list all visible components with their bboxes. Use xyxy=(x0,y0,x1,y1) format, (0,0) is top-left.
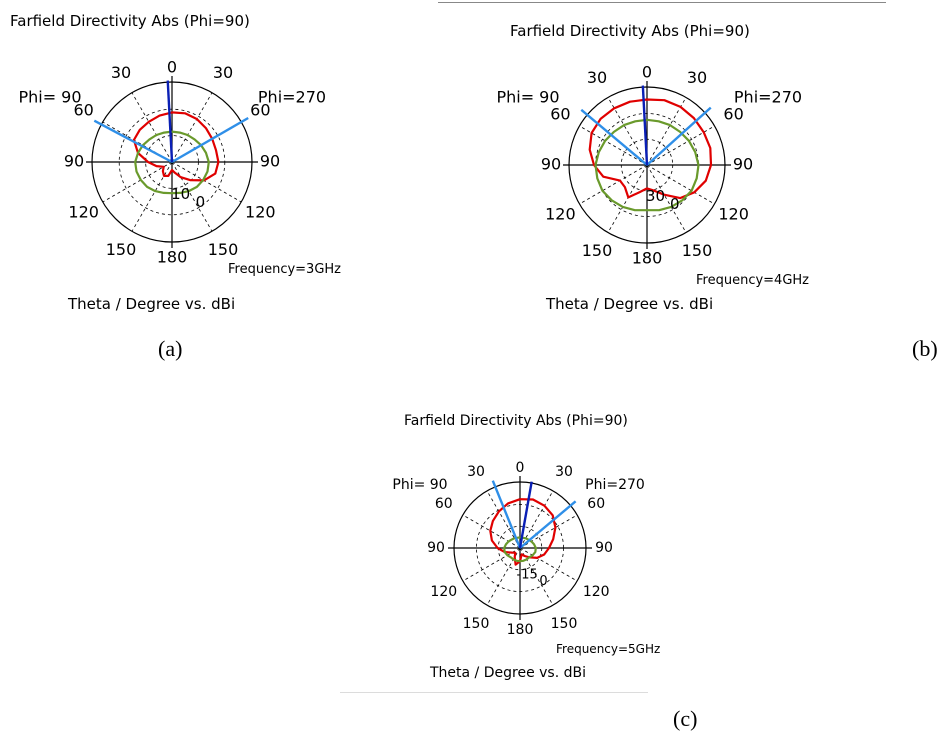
angle-label-right: 30 xyxy=(555,464,573,480)
plot-title-a: Farfield Directivity Abs (Phi=90) xyxy=(10,12,250,30)
beamwidth-line xyxy=(519,500,577,549)
series-curve-0 xyxy=(588,98,713,200)
angle-label-right: 150 xyxy=(551,616,578,632)
angle-label-right: 90 xyxy=(260,152,280,171)
bottom-rule xyxy=(340,692,648,693)
angle-label-right: 120 xyxy=(718,205,749,224)
polar-grid-spoke xyxy=(646,164,687,233)
radial-tick-label: -15 xyxy=(517,567,538,582)
frequency-label-c: Frequency=5GHz xyxy=(556,642,661,656)
beamwidth-line xyxy=(646,106,712,166)
polar-plot-a: 30 60 90 120 150 30 60 90 120 150 0 180 Phi= 90 Phi=2… xyxy=(18,58,326,267)
plot-title-b: Farfield Directivity Abs (Phi=90) xyxy=(510,22,750,40)
polar-grid-spoke xyxy=(131,161,173,232)
phi-left-label: Phi= 90 xyxy=(496,88,559,107)
angle-label-right: 60 xyxy=(723,105,743,124)
angle-label-right: 60 xyxy=(587,496,605,512)
top-rule xyxy=(438,2,886,3)
phi-right-label: Phi=270 xyxy=(734,88,802,107)
x-axis-label-b: Theta / Degree vs. dBi xyxy=(546,295,714,313)
angle-label-right: 90 xyxy=(595,540,613,556)
plot-title-c: Farfield Directivity Abs (Phi=90) xyxy=(404,413,628,429)
radial-tick-label: 0 xyxy=(670,195,680,213)
radial-tick-label: 0 xyxy=(196,193,206,211)
radial-tick-label: 10 xyxy=(171,185,190,203)
angle-label-bottom: 180 xyxy=(157,248,188,267)
angle-label-left: 150 xyxy=(106,240,137,259)
angle-label-left: 60 xyxy=(73,101,93,120)
main-lobe-line xyxy=(166,80,174,163)
caption-b: (b) xyxy=(912,336,938,361)
x-axis-label-c: Theta / Degree vs. dBi xyxy=(430,665,586,681)
caption-c: (c) xyxy=(673,706,698,731)
beamwidth-line xyxy=(171,116,249,164)
angle-label-right: 60 xyxy=(250,101,270,120)
angle-label-left: 150 xyxy=(463,616,490,632)
angle-label-left: 120 xyxy=(430,584,457,600)
x-axis-label-a: Theta / Degree vs. dBi xyxy=(68,295,236,313)
angle-label-left: 30 xyxy=(467,464,485,480)
angle-label-left: 150 xyxy=(582,241,613,260)
angle-label-right: 120 xyxy=(245,203,276,222)
polar-grid-spoke xyxy=(519,514,578,549)
polar-grid-spoke xyxy=(102,161,173,203)
angle-label-right: 30 xyxy=(687,68,707,87)
polar-plot-b: 30 60 90 120 150 30 60 90 120 150 0 180 Phi= 90 Phi=2… xyxy=(496,63,802,268)
polar-grid-spoke xyxy=(171,161,242,203)
angle-label-top: 0 xyxy=(167,58,177,77)
polar-grid-spoke xyxy=(607,97,648,166)
frequency-label-b: Frequency=4GHz xyxy=(696,273,809,288)
polar-plot-c: 30 60 90 120 150 30 60 90 120 150 0 180 Phi= 90 Phi=2… xyxy=(392,460,645,638)
angle-label-right: 150 xyxy=(682,241,713,260)
polar-grid-spoke xyxy=(579,125,648,166)
angle-label-bottom: 180 xyxy=(507,622,534,638)
angle-label-left: 120 xyxy=(68,203,99,222)
series-curve-1 xyxy=(503,536,537,563)
polar-grid-spoke xyxy=(607,164,648,233)
phi-right-label: Phi=270 xyxy=(258,88,326,107)
phi-right-label: Phi=270 xyxy=(585,477,645,493)
angle-label-left: 90 xyxy=(541,155,561,174)
angle-label-top: 0 xyxy=(516,460,525,476)
caption-a: (a) xyxy=(158,336,183,361)
angle-label-left: 120 xyxy=(545,205,576,224)
series-curve-1 xyxy=(594,118,700,212)
polar-grid-spoke xyxy=(462,547,521,582)
polar-grid-spoke xyxy=(131,92,173,163)
angle-label-top: 0 xyxy=(642,63,652,82)
main-lobe-line xyxy=(641,85,649,166)
angle-label-left: 90 xyxy=(64,152,84,171)
beamwidth-line xyxy=(580,108,648,166)
phi-left-label: Phi= 90 xyxy=(392,477,447,493)
angle-label-right: 150 xyxy=(208,240,239,259)
angle-label-right: 30 xyxy=(213,63,233,82)
polar-grid-spoke xyxy=(646,97,687,166)
phi-left-label: Phi= 90 xyxy=(18,88,81,107)
beamwidth-line xyxy=(491,480,522,549)
polar-grid-spoke xyxy=(171,161,213,232)
polar-grid-spoke xyxy=(579,164,648,205)
polar-grid-spoke xyxy=(171,92,213,163)
angle-label-right: 90 xyxy=(733,155,753,174)
angle-label-left: 60 xyxy=(435,496,453,512)
angle-label-left: 90 xyxy=(427,540,445,556)
frequency-label-a: Frequency=3GHz xyxy=(228,262,341,277)
radial-tick-label: 0 xyxy=(539,574,547,589)
beamwidth-line xyxy=(93,119,173,164)
angle-label-bottom: 180 xyxy=(632,249,663,268)
angle-label-left: 30 xyxy=(111,63,131,82)
angle-label-left: 30 xyxy=(587,68,607,87)
radial-tick-label: 30 xyxy=(646,187,665,205)
angle-label-right: 120 xyxy=(583,584,610,600)
main-lobe-line xyxy=(518,481,533,549)
angle-label-left: 60 xyxy=(550,105,570,124)
